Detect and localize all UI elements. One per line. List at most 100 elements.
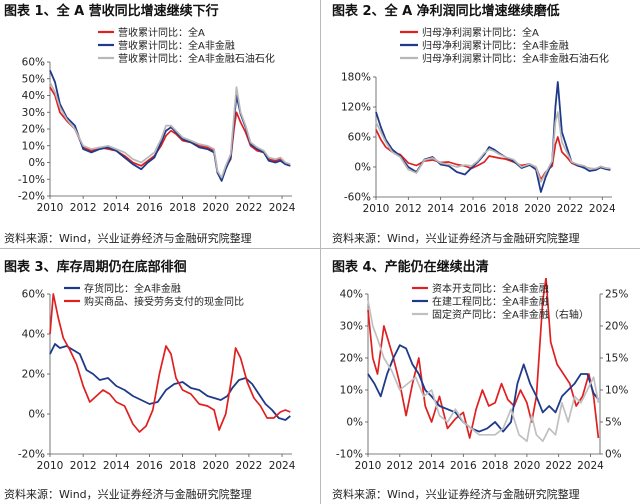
y-tick-label: 30%: [22, 107, 45, 119]
y-tick-label: 10%: [22, 140, 45, 152]
x-tick-label: 2020: [202, 460, 229, 472]
chart-revenue: -20% -10% 0% 10% 20% 30% 40% 50% 60% 2010 2012 2014…: [18, 26, 296, 214]
legend-label: 营收累计同比：全A非金融: [118, 39, 235, 52]
panel-net-profit: 图表 2、全 A 净利润同比增速继续磨低 -60% 0% 60% 120% 180% 20…: [320, 0, 640, 252]
legend-label: 资本开支同比：全A非金融: [432, 282, 549, 295]
chart-capacity: -10% 0% 10% 20% 30% 40% 0% 5% 10% 15% 20% 25% 2010 20…: [336, 278, 628, 472]
chart-net-profit: -60% 0% 60% 120% 180% 2010 2012 2014 2016 2018 202…: [341, 26, 616, 215]
legend-label: 购买商品、接受劳务支付的现金同比: [84, 295, 244, 308]
x-tick-label: 2024: [269, 460, 296, 472]
x-tick-label: 2012: [70, 202, 97, 214]
y-tick-label: 20%: [22, 369, 45, 381]
series-line-0: [367, 278, 600, 439]
panel-capacity: 图表 4、产能仍在继续出清 -10% 0% 10% 20% 30% 40% 0% 5% 10% 1…: [320, 252, 640, 504]
legend-label: 归母净利润累计同比：全A非金融石油石化: [422, 52, 609, 65]
series-line-2: [367, 300, 600, 443]
x-tick-label: 2016: [460, 203, 487, 215]
series-line-0: [49, 86, 291, 181]
chart-source: 资料来源：Wind，兴业证券经济与金融研究院整理: [4, 232, 252, 245]
y-tick-label: 30%: [340, 321, 363, 333]
series-line-2: [375, 111, 611, 183]
panel-divider-vertical: [320, 0, 321, 504]
y2-tick-label: 5%: [605, 417, 622, 429]
legend-label: 固定资产同比：全A非金融（右轴）: [432, 308, 589, 321]
y-tick-label: 50%: [22, 73, 45, 85]
legend-label: 存货同比：全A非金融: [84, 282, 181, 295]
x-tick-label: 2018: [482, 460, 509, 472]
x-tick-label: 2010: [37, 202, 64, 214]
x-tick-label: 2020: [514, 460, 541, 472]
legend-label: 在建工程同比：全A非金融: [432, 295, 549, 308]
x-tick-label: 2010: [37, 460, 64, 472]
series-line-1: [49, 293, 291, 433]
y-tick-label: 10%: [340, 385, 363, 397]
series-line-1: [375, 81, 611, 193]
y-tick-label: -10%: [336, 449, 363, 461]
chart-source: 资料来源：Wind，兴业证券经济与金融研究院整理: [4, 488, 252, 501]
x-tick-label: 2014: [418, 460, 445, 472]
chart-source: 资料来源：Wind，兴业证券经济与金融研究院整理: [332, 488, 580, 501]
chart-source: 资料来源：Wind，兴业证券经济与金融研究院整理: [332, 232, 580, 245]
y-tick-label: 0%: [346, 417, 363, 429]
y-tick-label: -60%: [344, 192, 371, 204]
x-tick-label: 2010: [355, 460, 382, 472]
y-tick-label: 0%: [28, 157, 45, 169]
x-tick-label: 2018: [169, 202, 196, 214]
series-line-2: [49, 81, 291, 179]
x-tick-label: 2014: [427, 203, 454, 215]
y-tick-label: 20%: [340, 353, 363, 365]
x-tick-label: 2024: [269, 202, 296, 214]
y-tick-label: 20%: [22, 124, 45, 136]
x-tick-label: 2024: [589, 203, 616, 215]
y-tick-label: -10%: [18, 174, 45, 186]
y-tick-label: 40%: [22, 90, 45, 102]
series-line-1: [367, 344, 600, 433]
legend-label: 归母净利润累计同比：全A: [422, 26, 539, 39]
x-tick-label: 2020: [202, 202, 229, 214]
x-tick-label: 2012: [386, 460, 413, 472]
chart-inventory: -20% 0% 20% 40% 60% 2010 2012 2014 2016 2018 2020 2…: [18, 282, 296, 472]
x-tick-label: 2018: [492, 203, 519, 215]
x-tick-label: 2012: [70, 460, 97, 472]
legend-label: 归母净利润累计同比：全A非金融: [422, 39, 569, 52]
panel-inventory: 图表 3、库存周期仍在底部徘徊 -20% 0% 20% 40% 60% 2010 2012 2…: [0, 252, 320, 504]
panel-title: 图表 4、产能仍在继续出清: [332, 260, 489, 275]
series-line-1: [49, 70, 291, 182]
x-tick-label: 2012: [395, 203, 422, 215]
x-tick-label: 2022: [236, 202, 263, 214]
y-tick-label: 40%: [22, 329, 45, 341]
legend-label: 营收累计同比：全A: [118, 26, 205, 39]
y2-tick-label: 0%: [605, 449, 622, 461]
x-tick-label: 2016: [450, 460, 477, 472]
y-tick-label: 0%: [354, 162, 371, 174]
x-tick-label: 2022: [557, 203, 584, 215]
y-tick-label: 120%: [341, 102, 371, 114]
y-tick-label: 60%: [348, 132, 371, 144]
panel-title: 图表 3、库存周期仍在底部徘徊: [4, 260, 187, 275]
x-tick-label: 2022: [236, 460, 263, 472]
y2-tick-label: 25%: [605, 289, 628, 301]
x-tick-label: 2018: [169, 460, 196, 472]
y2-tick-label: 10%: [605, 385, 628, 397]
y-tick-label: 40%: [340, 289, 363, 301]
series-line-0: [49, 343, 291, 421]
legend-label: 营收累计同比：全A非金融石油石化: [118, 52, 275, 65]
panel-revenue: 图表 1、全 A 营收同比增速继续下行 -20% -10% 0% 10% 20% 30% 4…: [0, 0, 320, 252]
y-tick-label: 60%: [22, 57, 45, 69]
x-tick-label: 2010: [363, 203, 390, 215]
y-tick-label: -20%: [18, 191, 45, 203]
y-tick-label: -20%: [18, 449, 45, 461]
x-tick-label: 2014: [103, 460, 130, 472]
x-tick-label: 2014: [103, 202, 130, 214]
x-tick-label: 2016: [136, 202, 163, 214]
y2-tick-label: 15%: [605, 353, 628, 365]
panel-title: 图表 2、全 A 净利润同比增速继续磨低: [332, 4, 560, 19]
panel-title: 图表 1、全 A 营收同比增速继续下行: [4, 4, 219, 19]
y-tick-label: 180%: [341, 72, 371, 84]
series-line-0: [375, 129, 611, 181]
x-tick-label: 2016: [136, 460, 163, 472]
x-tick-label: 2024: [577, 460, 604, 472]
y-tick-label: 60%: [22, 289, 45, 301]
y2-tick-label: 20%: [605, 321, 628, 333]
y-tick-label: 0%: [28, 409, 45, 421]
